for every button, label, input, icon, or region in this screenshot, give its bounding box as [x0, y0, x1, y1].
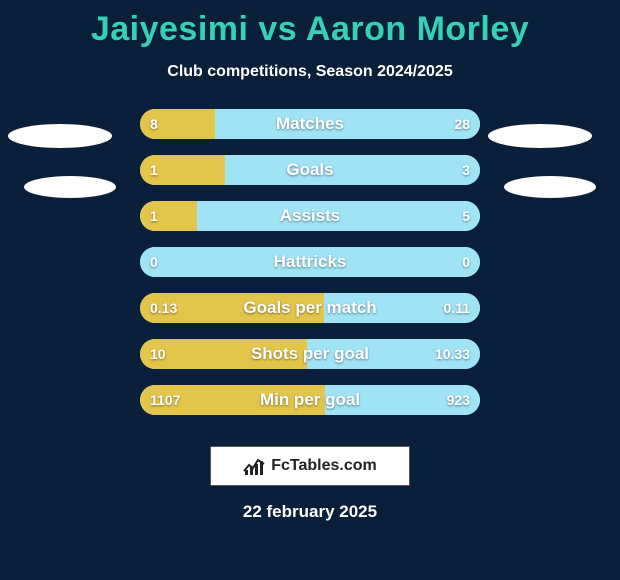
stat-bar — [140, 247, 480, 277]
stat-row: Shots per goal1010.33 — [0, 339, 620, 385]
stat-bar — [140, 385, 480, 415]
stat-row: Goals per match0.130.11 — [0, 293, 620, 339]
brand-box: FcTables.com — [210, 446, 410, 486]
stat-bar — [140, 293, 480, 323]
stat-bar-right-fill — [325, 385, 480, 415]
stat-bar-right-fill — [140, 247, 480, 277]
stat-bar-left-fill — [140, 385, 325, 415]
stat-row: Assists15 — [0, 201, 620, 247]
stat-bar-left-fill — [140, 201, 197, 231]
stat-bar-right-fill — [307, 339, 480, 369]
date-label: 22 february 2025 — [0, 502, 620, 522]
subtitle: Club competitions, Season 2024/2025 — [0, 63, 620, 81]
comparison-infographic: Jaiyesimi vs Aaron Morley Club competiti… — [0, 0, 620, 580]
stat-row: Min per goal1107923 — [0, 385, 620, 431]
stat-bar-right-fill — [225, 155, 480, 185]
stat-bar-left-fill — [140, 109, 215, 139]
chart-icon — [243, 456, 265, 476]
stat-bar-left-fill — [140, 155, 225, 185]
stat-bar — [140, 201, 480, 231]
stat-bar-right-fill — [197, 201, 480, 231]
stat-rows: Matches828Goals13Assists15Hattricks00Goa… — [0, 109, 620, 431]
stat-bar-left-fill — [140, 339, 307, 369]
stat-bar-right-fill — [324, 293, 480, 323]
stat-bar-left-fill — [140, 293, 324, 323]
stat-bar — [140, 339, 480, 369]
stat-row: Matches828 — [0, 109, 620, 155]
brand-text: FcTables.com — [271, 457, 377, 475]
stat-bar — [140, 109, 480, 139]
stat-bar-right-fill — [215, 109, 480, 139]
stat-row: Hattricks00 — [0, 247, 620, 293]
page-title: Jaiyesimi vs Aaron Morley — [0, 0, 620, 49]
stat-row: Goals13 — [0, 155, 620, 201]
stat-bar — [140, 155, 480, 185]
